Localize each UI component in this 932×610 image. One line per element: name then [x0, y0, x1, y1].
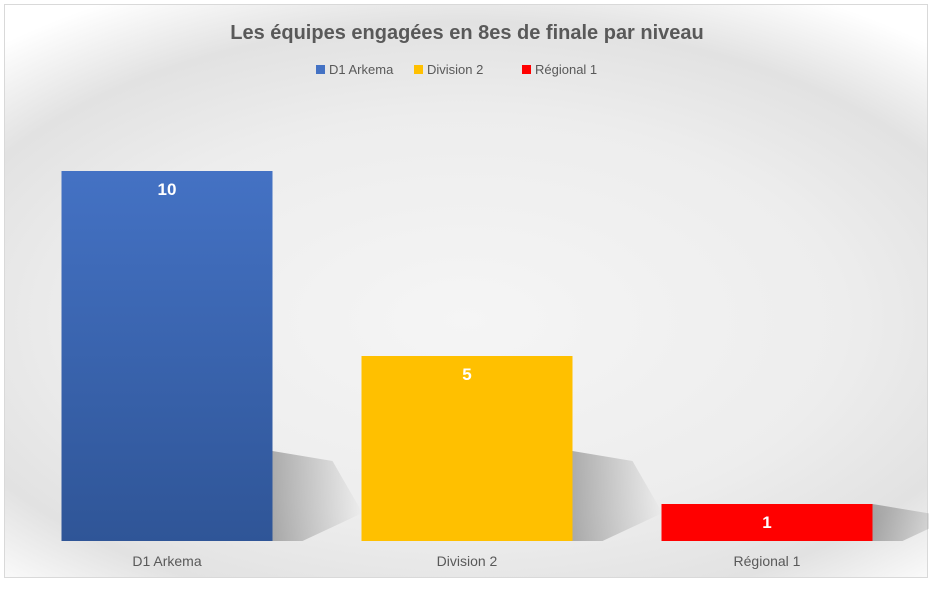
bar-shadow-regional-1 — [872, 504, 929, 541]
bars — [61, 171, 873, 541]
legend-swatch-division-2 — [414, 65, 423, 74]
legend-label-d1-arkema: D1 Arkema — [329, 62, 394, 77]
bar-d1-arkema — [61, 171, 273, 541]
legend-swatch-regional-1 — [522, 65, 531, 74]
chart-area: Les équipes engagées en 8es de finale pa… — [4, 4, 929, 578]
bar-regional-1 — [661, 504, 873, 541]
x-axis-tick-labels: D1 Arkema Division 2 Régional 1 — [132, 553, 800, 569]
bar-shadow-d1-arkema — [272, 451, 363, 541]
legend-label-regional-1: Régional 1 — [535, 62, 597, 77]
data-label-division-2: 5 — [462, 365, 471, 384]
legend-swatch-d1-arkema — [316, 65, 325, 74]
legend-item-regional-1: Régional 1 — [522, 62, 597, 77]
legend-item-d1-arkema: D1 Arkema — [316, 62, 394, 77]
legend-label-division-2: Division 2 — [427, 62, 483, 77]
bar-shadow-division-2 — [572, 451, 663, 541]
x-tick-label-division-2: Division 2 — [437, 553, 498, 569]
data-label-d1-arkema: 10 — [158, 180, 177, 199]
bar-shadows — [272, 451, 929, 541]
bar-division-2 — [361, 356, 573, 541]
x-tick-label-regional-1: Régional 1 — [734, 553, 801, 569]
data-labels: 10 5 1 — [158, 180, 772, 532]
legend-item-division-2: Division 2 — [414, 62, 483, 77]
chart-title: Les équipes engagées en 8es de finale pa… — [230, 22, 704, 44]
bar-chart: Les équipes engagées en 8es de finale pa… — [61, 22, 929, 569]
x-tick-label-d1-arkema: D1 Arkema — [132, 553, 201, 569]
data-label-regional-1: 1 — [762, 513, 771, 532]
legend: D1 Arkema Division 2 Régional 1 — [316, 62, 597, 77]
